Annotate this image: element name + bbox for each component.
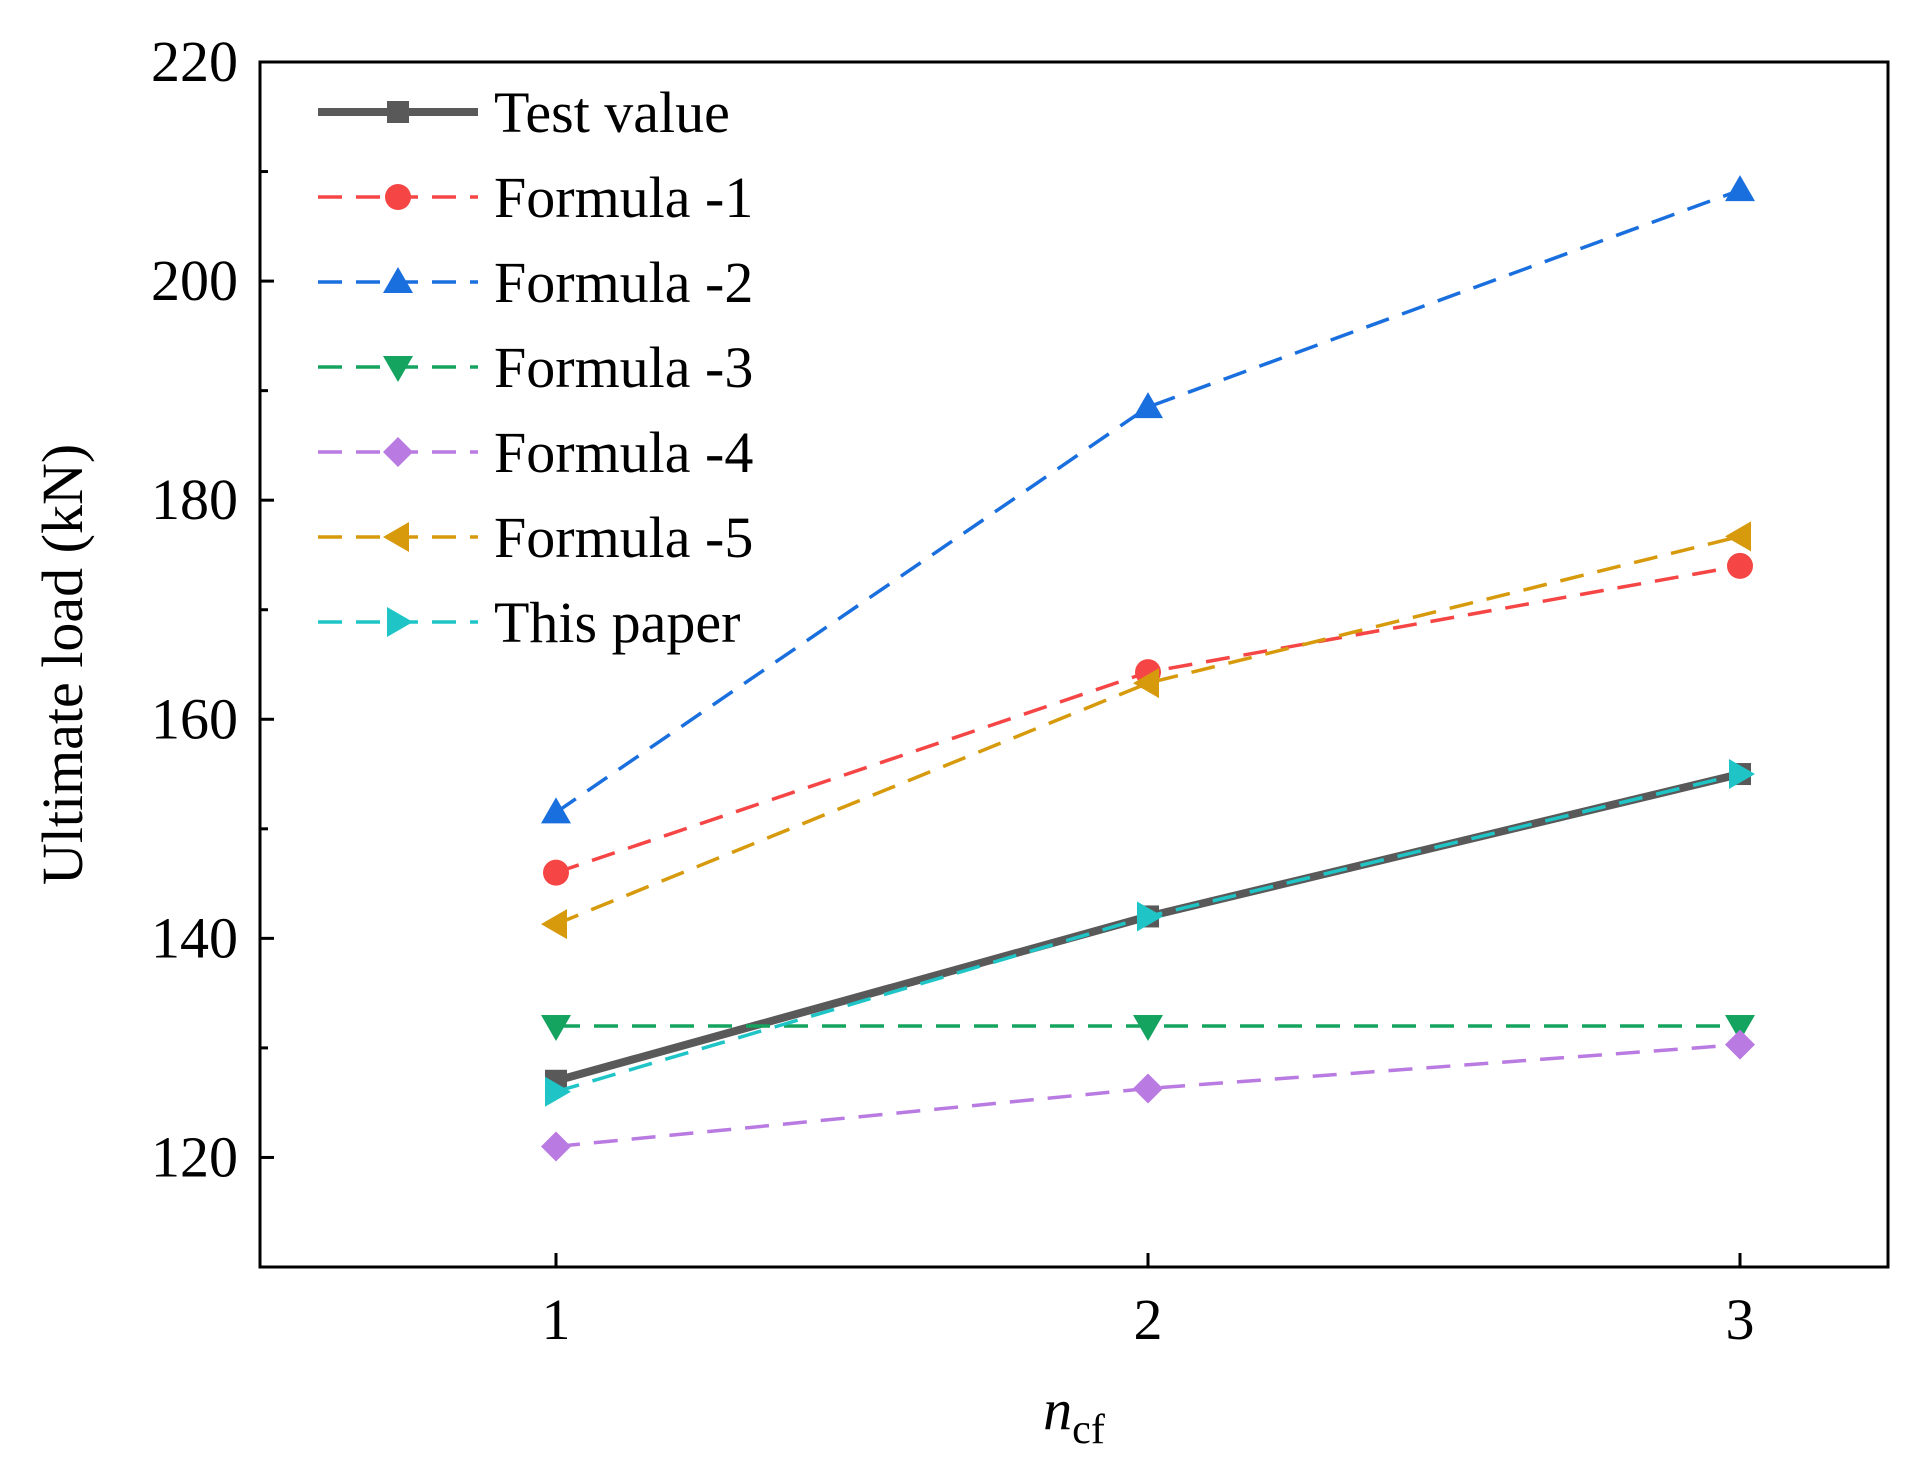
data-point-marker (545, 1076, 571, 1107)
data-point-marker (1133, 1015, 1163, 1041)
legend-marker (385, 184, 411, 210)
data-point-marker (541, 797, 571, 824)
series-test-value (545, 763, 1751, 1092)
data-point-marker (1133, 668, 1159, 699)
data-point-marker (541, 909, 567, 940)
legend-marker (383, 267, 413, 293)
legend-item: Formula -2 (318, 250, 753, 315)
legend-item: Formula -4 (318, 420, 753, 485)
series-layer (541, 175, 1755, 1162)
series-formula-4 (541, 1029, 1755, 1162)
x-tick-label: 2 (1134, 1287, 1163, 1352)
axes (258, 60, 1890, 1269)
data-point-marker (1137, 901, 1163, 932)
y-tick-label: 140 (151, 905, 238, 970)
legend-marker (383, 437, 413, 467)
legend-item: Formula -1 (318, 165, 753, 230)
ticks: 120 140 160 180 200 220 1 2 3 (151, 29, 1755, 1352)
series-formula-3 (541, 1015, 1755, 1041)
legend: Test value Formula -1 Formula -2 Formula -3… (318, 80, 753, 655)
x-tick-label: 1 (542, 1287, 571, 1352)
series-line (555, 534, 1741, 926)
legend-item: Test value (318, 80, 730, 145)
series-formula-2 (541, 175, 1755, 824)
y-axis-title: Ultimate load (kN) (30, 444, 95, 885)
series-this-paper (545, 759, 1755, 1107)
legend-label: Test value (494, 80, 730, 145)
legend-marker (387, 607, 413, 637)
data-point-marker (1133, 392, 1163, 419)
x-axis-title: ncf (1043, 1377, 1105, 1453)
legend-item: Formula -3 (318, 335, 753, 400)
x-axis-title-subscript: cf (1072, 1407, 1105, 1453)
legend-label: Formula -4 (494, 420, 753, 485)
legend-marker (383, 522, 409, 552)
data-point-marker (1133, 1073, 1163, 1104)
y-tick-label: 160 (151, 686, 238, 751)
data-point-marker (541, 1131, 571, 1162)
series-line (555, 188, 1741, 814)
legend-marker (387, 101, 409, 123)
x-axis-title-main: n (1043, 1377, 1072, 1442)
plot-frame (258, 60, 1890, 1269)
data-point-marker (541, 1015, 571, 1041)
y-tick-label: 120 (151, 1124, 238, 1189)
legend-item: This paper (318, 590, 740, 655)
y-tick-label: 220 (151, 29, 238, 94)
data-point-marker (1725, 1029, 1755, 1060)
data-point-marker (1725, 175, 1755, 202)
y-tick-label: 180 (151, 467, 238, 532)
legend-item: Formula -5 (318, 505, 753, 570)
data-point-marker (1727, 552, 1753, 579)
legend-marker (383, 356, 413, 382)
data-point-marker (1729, 759, 1755, 790)
legend-label: Formula -2 (494, 250, 753, 315)
data-point-marker (1725, 1015, 1755, 1041)
legend-label: Formula -5 (494, 505, 753, 570)
series-line (555, 1042, 1741, 1149)
legend-label: Formula -1 (494, 165, 753, 230)
legend-label: Formula -3 (494, 335, 753, 400)
x-tick-label: 3 (1726, 1287, 1755, 1352)
series-line (555, 772, 1741, 1094)
legend-label: This paper (494, 590, 740, 655)
data-point-marker (1725, 521, 1751, 552)
data-point-marker (543, 859, 569, 886)
series-formula-5 (541, 521, 1751, 940)
y-tick-label: 200 (151, 248, 238, 313)
